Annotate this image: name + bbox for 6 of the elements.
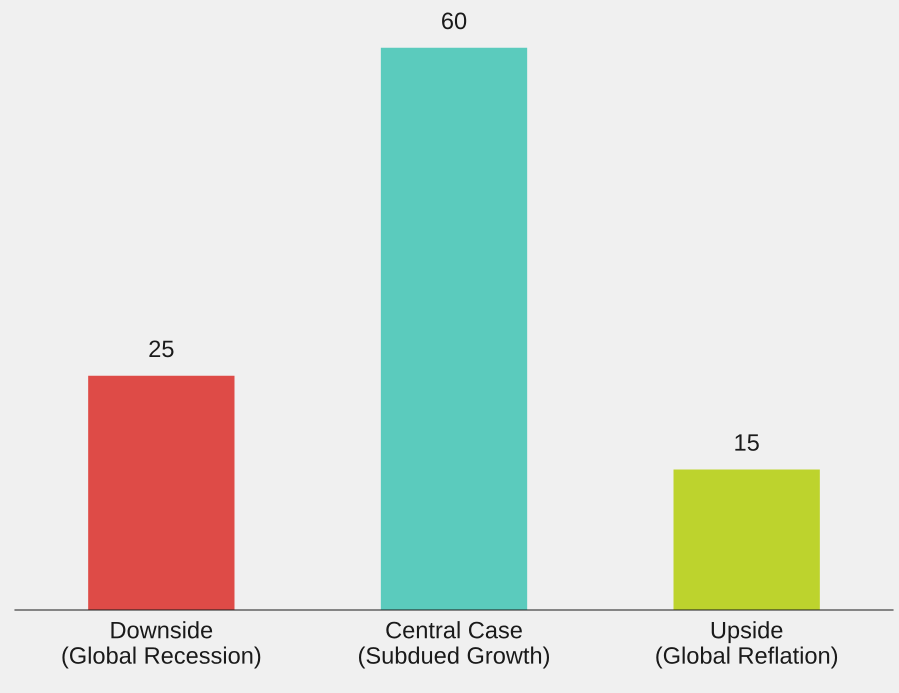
x-tick-label: Central Case (Subdued Growth) [359, 621, 550, 669]
data-label: 60 [442, 12, 466, 30]
x-tick-label: Downside (Global Recession) [62, 621, 260, 669]
data-label: 25 [149, 340, 174, 358]
data-label: 15 [735, 434, 759, 451]
x-tick-label: Upside (Global Reflation) [656, 621, 838, 669]
